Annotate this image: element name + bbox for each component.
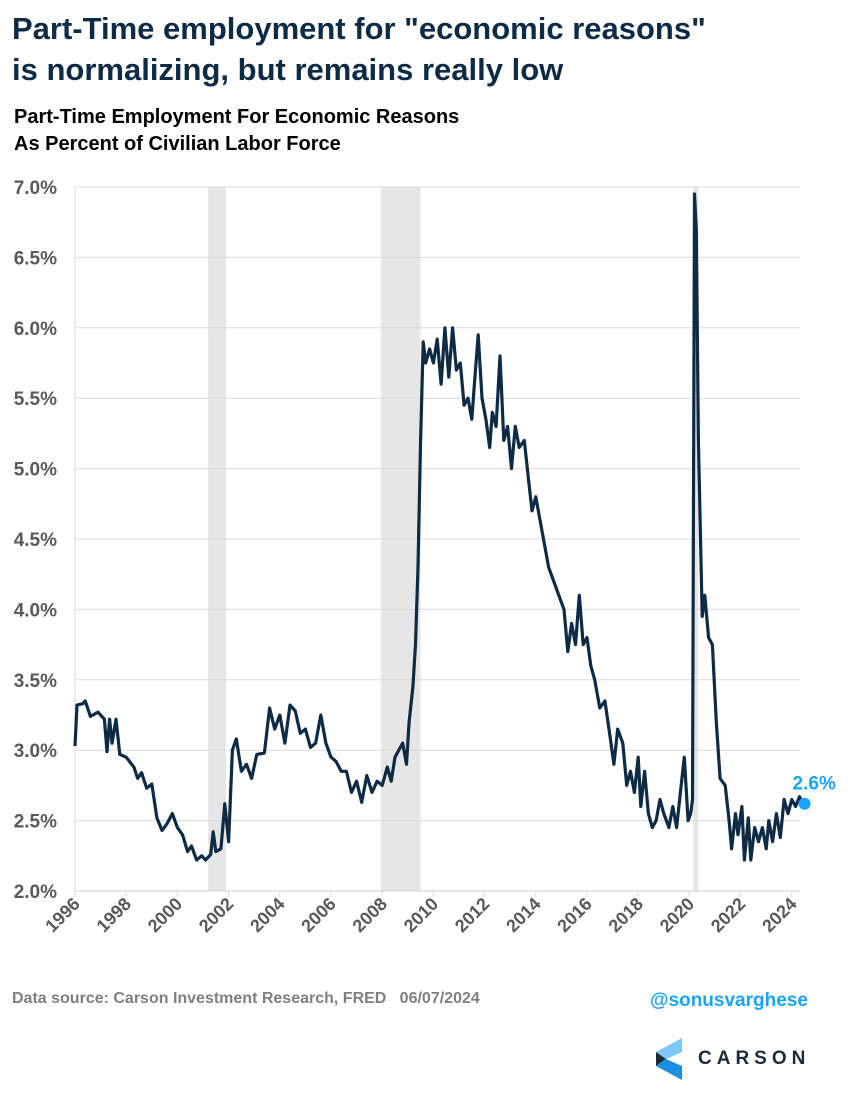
y-tick-label: 7.0% [14, 178, 57, 199]
last-value-marker [798, 797, 811, 810]
y-axis-ticks: 2.0% 2.5% 3.0% 3.5% 4.0% 4.5% 5.0% 5.5% 6.0% 6.5%… [14, 178, 57, 903]
x-tick-label: 2004 [246, 894, 288, 936]
x-axis-ticks: 1996 1998 2000 2002 2004 2006 2008 2010 2012 2014… [41, 891, 801, 936]
y-tick-label: 5.0% [14, 460, 57, 481]
data-source: Data source: Carson Investment Research,… [12, 990, 480, 1007]
x-tick-label: 2014 [502, 894, 544, 936]
y-tick-label: 6.0% [14, 319, 57, 340]
series-line [73, 192, 805, 862]
x-tick-label: 1998 [93, 894, 135, 936]
y-tick-label: 4.5% [14, 530, 57, 551]
headline: Part-Time employment for "economic reaso… [12, 8, 706, 90]
headline-line-2: is normalizing, but remains really low [12, 52, 564, 87]
y-tick-label: 2.5% [14, 812, 57, 833]
y-tick-label: 4.0% [14, 600, 57, 621]
line-chart: 2.0% 2.5% 3.0% 3.5% 4.0% 4.5% 5.0% 5.5% 6.0% 6.5%… [14, 178, 836, 936]
x-tick-label: 2018 [605, 894, 647, 936]
y-tick-label: 5.5% [14, 389, 57, 410]
author-handle: @sonusvarghese [650, 990, 808, 1011]
chart-title-line-1: Part-Time Employment For Economic Reason… [14, 106, 460, 128]
x-tick-label: 2008 [349, 894, 391, 936]
chart-title: Part-Time Employment For Economic Reason… [14, 104, 459, 158]
x-tick-label: 2010 [400, 894, 442, 936]
x-tick-label: 2006 [297, 894, 339, 936]
carson-logo-text: CARSON [698, 1048, 811, 1069]
y-tick-label: 2.0% [14, 882, 57, 903]
y-tick-label: 3.0% [14, 741, 57, 762]
y-tick-label: 3.5% [14, 671, 57, 692]
carson-logo: CARSON [656, 1038, 810, 1080]
carson-logo-icon [656, 1038, 682, 1080]
x-tick-label: 2000 [144, 894, 186, 936]
last-value-label: 2.6% [793, 774, 836, 795]
headline-line-1: Part-Time employment for "economic reaso… [12, 11, 706, 46]
gridlines [74, 186, 800, 892]
x-tick-label: 2024 [758, 894, 800, 936]
x-tick-label: 2002 [195, 894, 237, 936]
chart-title-line-2: As Percent of Civilian Labor Force [14, 133, 341, 155]
x-tick-label: 2012 [451, 894, 493, 936]
x-tick-label: 2022 [707, 894, 749, 936]
y-tick-label: 6.5% [14, 248, 57, 269]
x-tick-label: 2020 [656, 894, 698, 936]
x-tick-label: 2016 [553, 894, 595, 936]
